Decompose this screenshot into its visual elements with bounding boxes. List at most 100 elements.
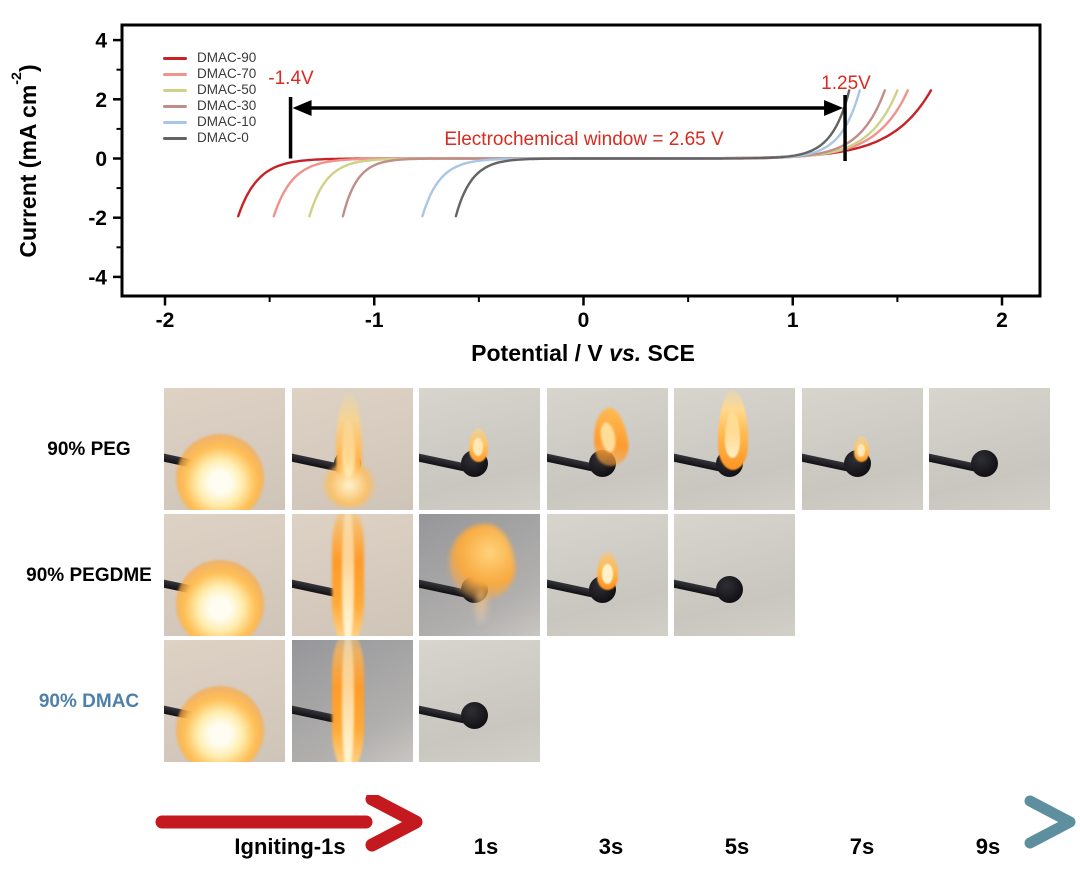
time-label-5s: 5s [724,834,750,859]
legend-label: DMAC-0 [197,130,249,145]
igniting-label: Igniting-1s [234,834,346,859]
tweezer [801,452,855,473]
flame-glow [176,560,264,636]
flame-tiny [853,436,869,462]
legend-item-dmac-70: DMAC-70 [163,66,256,82]
flame-photo-r1-c4 [546,388,668,510]
legend-label: DMAC-70 [197,66,257,81]
electrolyte-pellet [716,576,743,603]
window-arrowhead-right [824,100,844,116]
window-arrowhead-left [292,100,312,116]
time-label-1s: 1s [473,834,499,859]
y-tick-label: 2 [95,89,107,112]
flame-photo-r1-c3 [419,388,540,510]
flame-photo-r1-c7 [929,388,1050,510]
flame-photo-r3-c1 [164,640,285,762]
flame-wispy [449,524,515,600]
electrolyte-pellet [206,450,233,477]
tweezer [419,452,473,473]
legend-label: DMAC-50 [197,82,257,97]
legend-item-dmac-0: DMAC-0 [163,130,256,146]
tweezer [546,452,600,473]
legend-swatch [163,120,187,124]
flame-tall [335,392,362,484]
plot-frame [120,23,1042,298]
tweezer [674,452,728,473]
x-tick-label: -2 [156,309,175,332]
electrolyte-pellet [461,450,488,477]
lsv-curve-dmac-0 [454,89,851,218]
tweezer [291,704,345,725]
tweezer [419,704,473,725]
flame-curved [587,405,632,469]
flame-jet [331,514,364,636]
tweezer [164,578,218,599]
x-axis-title: Potential / V vs. SCE [383,340,783,367]
flame-photo-r2-c1 [164,514,285,636]
anodic-limit-label: 1.25V [821,73,871,94]
electrolyte-pellet [206,576,233,603]
electrolyte-pellet [206,702,233,729]
electrolyte-pellet [461,576,488,603]
row-label-dmac: 90% DMAC [38,691,140,712]
electrolyte-pellet [843,450,871,477]
time-label-9s: 9s [975,834,1001,859]
legend-item-dmac-50: DMAC-50 [163,82,256,98]
tweezer [929,452,983,473]
flame-photo-r2-c4 [546,514,668,636]
electrolyte-pellet [333,450,361,477]
flame-photo-r3-c3 [419,640,540,762]
time-arrow [155,795,1076,852]
legend-item-dmac-30: DMAC-30 [163,98,256,114]
y-axis-title-superscript: -2 [8,72,25,85]
electrolyte-pellet [333,702,361,729]
row-label-peg: 90% PEG [47,439,131,460]
time-label-3s: 3s [598,834,624,859]
y-axis-title-text: Current (mA cm [15,84,41,258]
chart-legend: DMAC-90 DMAC-70 DMAC-50 DMAC-30 DMAC-10 DMAC-… [163,50,256,146]
electrolyte-pellet [588,576,616,603]
x-axis-title-text: Potential / V [471,340,610,366]
legend-swatch [163,72,187,76]
x-tick-label: 1 [787,309,799,332]
y-tick-label: -4 [88,266,107,289]
y-tick-label: -2 [88,207,107,230]
igniting-arrowhead [365,795,423,852]
flame-photo-r1-c2 [291,388,413,510]
legend-swatch [163,88,187,92]
flame-jet [331,640,364,762]
legend-label: DMAC-30 [197,98,257,113]
y-axis-title: Current (mA cm-2) [9,30,43,292]
time-label-7s: 7s [849,834,875,859]
cathodic-limit-label: -1.4V [268,68,314,89]
flame-photo-r1-c6 [801,388,923,510]
tweezer [674,578,728,599]
x-axis-title-close: SCE [641,340,695,366]
y-tick-label: 4 [95,30,107,53]
flame-candle [596,552,618,590]
y-axis-title-close: ) [15,64,41,73]
flame-photo-r3-c2 [291,640,413,762]
electrolyte-pellet [333,576,361,603]
flame-glow [176,686,264,762]
x-tick-label: -1 [365,309,384,332]
legend-swatch [163,136,187,140]
flame-bright [718,390,748,470]
legend-label: DMAC-10 [197,114,257,129]
electrolyte-pellet [716,450,743,477]
flame-photo-r2-c2 [291,514,413,636]
x-axis-title-vs: vs. [609,340,642,366]
legend-swatch [163,56,187,60]
row-label-pegdme: 90% PEGDME [26,565,152,586]
time-arrowhead [1024,795,1076,849]
flame-photo-r1-c5 [674,388,795,510]
legend-item-dmac-90: DMAC-90 [163,50,256,66]
legend-label: DMAC-90 [197,50,257,65]
electrolyte-pellet [971,450,998,477]
x-tick-label: 0 [578,309,590,332]
legend-item-dmac-10: DMAC-10 [163,114,256,130]
tweezer [419,578,473,599]
flame-glow [176,434,264,510]
flame-small [469,428,488,462]
